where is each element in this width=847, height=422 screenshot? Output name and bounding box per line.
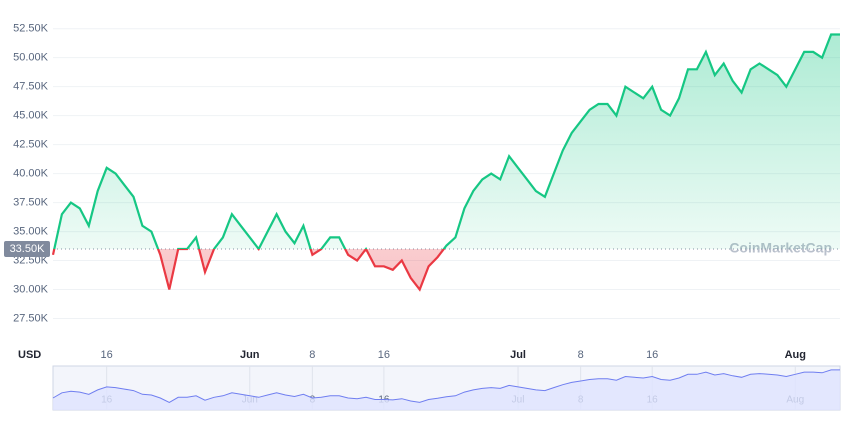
price-line-down: [51, 248, 446, 292]
baseline-label-box: [4, 240, 50, 257]
y-tick-label: 37.50K: [13, 196, 49, 208]
x-tick-label: 16: [101, 349, 113, 361]
area-up: [54, 34, 840, 249]
navigator-area: [53, 369, 840, 410]
y-tick-label: 32.50K: [13, 254, 49, 266]
price-line-up: [53, 33, 840, 249]
y-tick-label: 40.00K: [13, 168, 49, 180]
x-tick-label: Aug: [785, 349, 806, 361]
x-tick-label: 8: [309, 349, 315, 361]
y-tick-label: 47.50K: [13, 81, 49, 93]
navigator-line: [52, 369, 840, 403]
x-tick-label: 8: [578, 349, 584, 361]
y-tick-label: 52.50K: [13, 23, 49, 35]
currency-label: USD: [18, 349, 41, 361]
baseline-label: 33.50K: [10, 243, 46, 255]
y-tick-label: 27.50K: [13, 312, 49, 324]
x-tick-label: 16: [378, 349, 390, 361]
y-tick-label: 35.00K: [13, 225, 49, 237]
y-tick-label: 30.00K: [13, 283, 49, 295]
y-tick-label: 45.00K: [13, 110, 49, 122]
x-tick-label: 16: [646, 349, 658, 361]
plot-layer: 27.50K 30.00K 32.50K 35.00K 37.50K 40.00K 42.5…: [4, 23, 840, 410]
y-tick-label: 42.50K: [13, 139, 49, 151]
y-tick-label: 50.00K: [13, 52, 49, 64]
x-tick-label: Jun: [240, 349, 260, 361]
x-tick-label: Jul: [510, 349, 526, 361]
